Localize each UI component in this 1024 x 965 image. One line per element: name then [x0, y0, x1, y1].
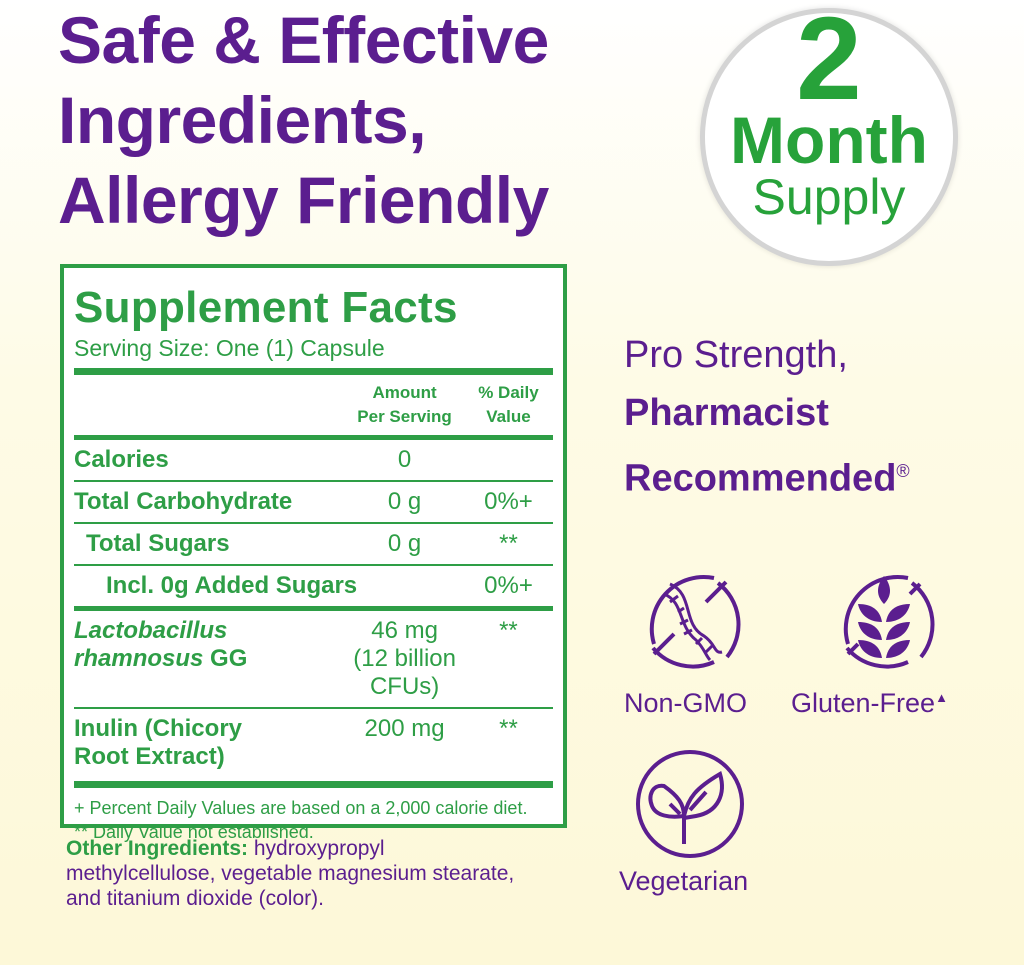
headline: Safe & Effective Ingredients, Allergy Fr… — [58, 0, 549, 240]
table-row: Incl. 0g Added Sugars 0%+ — [74, 566, 553, 606]
divider — [74, 564, 553, 566]
icon-label: Non-GMO — [624, 688, 748, 718]
row-name: Total Sugars — [86, 530, 230, 557]
other-ingredients-text: hydroxypropyl methylcellulose, vegetable… — [66, 837, 515, 910]
divider — [74, 606, 553, 611]
row-dv — [464, 446, 553, 474]
row-amount: 200 mg — [364, 715, 445, 742]
row-dv: 0%+ — [484, 572, 533, 599]
col-amount: Amount — [372, 383, 437, 402]
badge-unit: Month — [730, 103, 928, 177]
badge-word: Supply — [752, 169, 906, 225]
other-ingredients: Other Ingredients: hydroxypropyl methylc… — [66, 836, 526, 911]
serving-size: Serving Size: One (1) Capsule — [74, 335, 385, 361]
claim-line: Pharmacist — [624, 392, 829, 434]
col-dv: Value — [486, 407, 531, 426]
icon-label-gluten-free: Gluten-Free▲ — [791, 688, 948, 719]
icon-label: Vegetarian — [619, 866, 749, 896]
claim-line: Recommended — [624, 457, 897, 500]
row-amount: (12 billion CFUs) — [353, 645, 456, 700]
row-dv: ** — [499, 530, 518, 557]
wheat-crossed-icon — [843, 575, 935, 669]
triangle-mark: ▲ — [935, 690, 948, 705]
row-amount: 46 mg — [371, 617, 438, 644]
facts-title: Supplement Facts — [74, 283, 458, 332]
row-name: rhamnosus — [74, 645, 204, 672]
headline-line: Ingredients, — [58, 83, 427, 157]
dna-crossed-icon — [649, 575, 741, 669]
row-name: Root Extract) — [74, 743, 225, 770]
other-ingredients-label: Other Ingredients: — [66, 837, 249, 860]
footnotes: + Percent Daily Values are based on a 2,… — [74, 788, 553, 844]
supply-badge: 2 Month Supply — [700, 0, 958, 266]
row-name: Incl. 0g Added Sugars — [106, 572, 358, 599]
divider — [74, 435, 553, 440]
table-row: Inulin (Chicory Root Extract) 200 mg ** — [74, 709, 553, 777]
supplement-facts-panel: Supplement Facts Serving Size: One (1) C… — [60, 264, 567, 842]
table-row: Total Sugars 0 g ** — [74, 524, 553, 564]
icon-label: Gluten-Free — [791, 688, 936, 718]
divider — [74, 781, 553, 788]
row-dv: 0%+ — [484, 488, 533, 515]
row-dv: ** — [499, 715, 518, 742]
row-name: Lactobacillus — [74, 617, 228, 644]
row-dv: ** — [499, 617, 518, 644]
registered-mark: ® — [896, 461, 910, 481]
claim-line: Pro Strength, — [624, 334, 848, 376]
badge-number: 2 — [796, 0, 862, 125]
row-name: Inulin (Chicory — [74, 715, 242, 742]
headline-line: Allergy Friendly — [58, 163, 549, 237]
row-name: GG — [203, 645, 248, 672]
col-amount: Per Serving — [357, 407, 452, 426]
footnote: ** Daily Value not established. — [74, 822, 314, 842]
leaf-sprout-icon — [636, 750, 744, 858]
headline-line: Safe & Effective — [58, 3, 549, 77]
row-name: Total Carbohydrate — [74, 488, 293, 515]
facts-header: Amount Per Serving % Daily Value — [74, 375, 553, 435]
row-amount: 0 — [397, 446, 412, 473]
row-amount: 0 g — [387, 530, 422, 557]
table-row: Calories 0 — [74, 440, 553, 480]
col-dv: % Daily — [478, 383, 539, 402]
claim: Pro Strength, Pharmacist Recommended® — [624, 326, 910, 508]
row-amount: 0 g — [387, 488, 422, 515]
row-name: Calories — [74, 446, 169, 473]
divider — [74, 522, 553, 524]
divider — [74, 707, 553, 709]
table-row: Lactobacillus rhamnosus GG 46 mg (12 billi… — [74, 611, 553, 707]
footnote: + Percent Daily Values are based on a 2,… — [74, 798, 528, 818]
divider — [74, 480, 553, 482]
table-row: Total Carbohydrate 0 g 0%+ — [74, 482, 553, 522]
divider — [74, 368, 553, 375]
